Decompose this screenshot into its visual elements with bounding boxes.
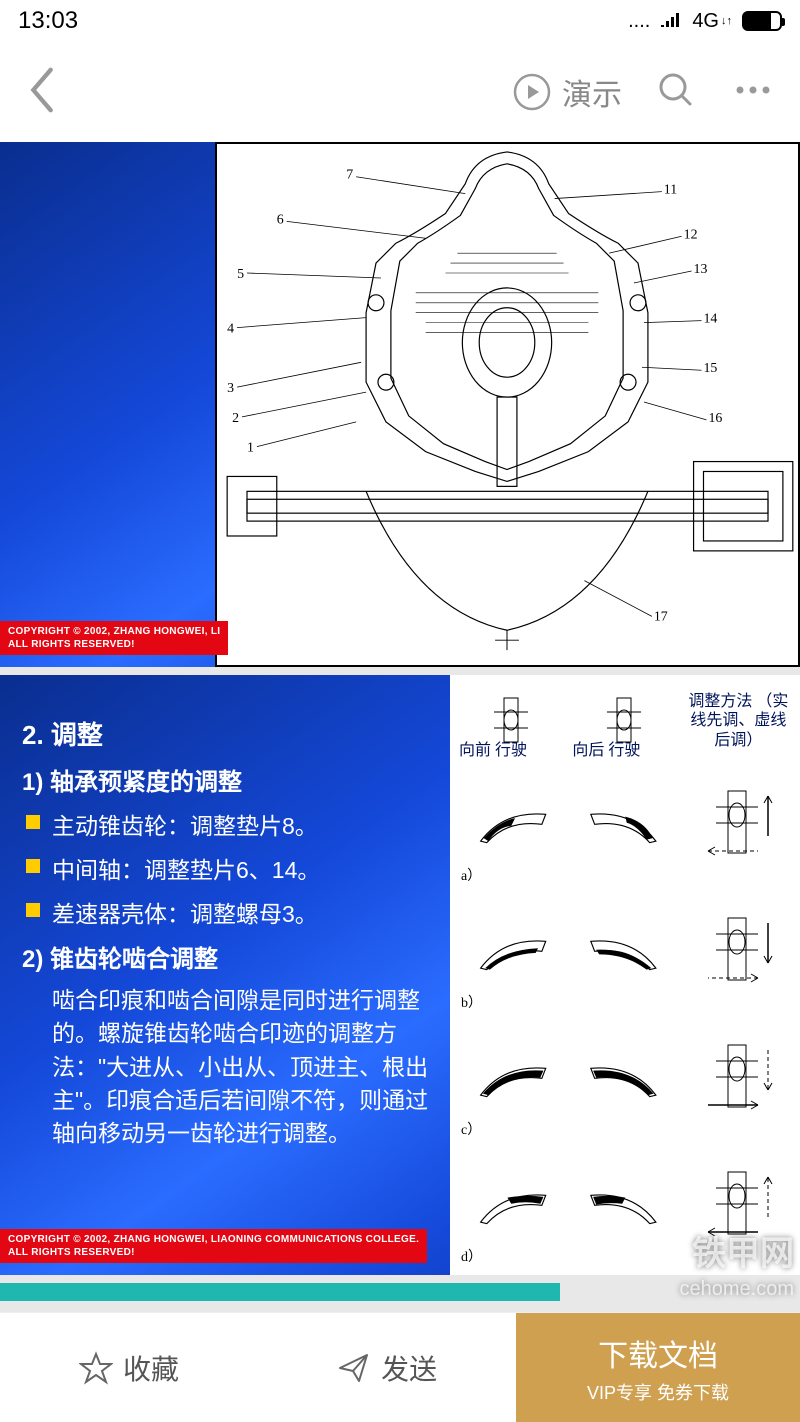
diagram-header: 向前 行驶 (456, 681, 567, 761)
bullet-item: 差速器壳体：调整螺母3。 (22, 895, 440, 929)
copyright-line2: ALL RIGHTS RESERVED! (8, 1246, 419, 1259)
bullet-item: 中间轴：调整垫片6、14。 (22, 851, 440, 885)
gear-pattern-cell (569, 763, 680, 888)
svg-text:4: 4 (227, 322, 234, 337)
svg-text:15: 15 (703, 361, 717, 376)
gear-contact-diagram: 向前 行驶 向后 行驶 调整方法 （实线先调、虚线后调） a） (450, 675, 800, 1275)
adjustment-method-cell (683, 1017, 794, 1142)
svg-text:16: 16 (708, 411, 722, 426)
dots-indicator: .... (628, 10, 650, 33)
bottom-nav: 收藏 发送 下载文档 VIP专享 免券下载 (0, 1312, 800, 1422)
svg-text:13: 13 (694, 262, 708, 277)
gear-pattern-cell (569, 1144, 680, 1269)
copyright-line1: COPYRIGHT © 2002, ZHANG HONGWEI, LI (8, 625, 220, 638)
gear-pattern-cell: a） (456, 763, 567, 888)
header-label-3: 调整方法 （实线先调、虚线后调） (684, 692, 793, 750)
svg-text:11: 11 (664, 183, 677, 198)
row-label: c） (461, 1119, 481, 1139)
download-label: 下载文档 (598, 1331, 718, 1375)
play-label: 演示 (562, 70, 622, 114)
back-button[interactable] (24, 64, 60, 121)
bullet-item: 主动锥齿轮：调整垫片8。 (22, 807, 440, 841)
app-toolbar: 演示 (0, 42, 800, 142)
slide-2: 2. 调整 1) 轴承预紧度的调整 主动锥齿轮：调整垫片8。 中间轴：调整垫片6… (0, 675, 800, 1275)
play-button[interactable]: 演示 (512, 70, 622, 114)
status-right: .... 4G ↓↑ (628, 9, 782, 33)
gear-pattern-cell: b） (456, 890, 567, 1015)
gear-pattern-cell: c） (456, 1017, 567, 1142)
status-bar: 13:03 .... 4G ↓↑ (0, 0, 800, 42)
diagram-header: 向后 行驶 (569, 681, 680, 761)
progress-bar (0, 1283, 560, 1301)
copyright-notice: COPYRIGHT © 2002, ZHANG HONGWEI, LIAONIN… (0, 1229, 427, 1263)
heading-adjustment: 2. 调整 (22, 715, 440, 752)
diagram-header: 调整方法 （实线先调、虚线后调） (683, 681, 794, 761)
send-label: 发送 (381, 1348, 437, 1388)
favorite-label: 收藏 (123, 1348, 179, 1388)
gear-pattern-cell: d） (456, 1144, 567, 1269)
adjustment-method-cell (683, 890, 794, 1015)
svg-text:5: 5 (237, 267, 244, 282)
download-button[interactable]: 下载文档 VIP专享 免券下载 (516, 1313, 800, 1422)
bullet-icon (26, 859, 40, 873)
favorite-button[interactable]: 收藏 (0, 1313, 258, 1422)
row-label: a） (461, 865, 481, 885)
copyright-line1: COPYRIGHT © 2002, ZHANG HONGWEI, LIAONIN… (8, 1233, 419, 1246)
search-button[interactable] (656, 70, 696, 115)
subheading-2: 2) 锥齿轮啮合调整 (22, 939, 440, 974)
network-label: 4G (692, 10, 719, 33)
row-label: b） (461, 992, 482, 1012)
copyright-line2: ALL RIGHTS RESERVED! (8, 638, 220, 651)
svg-text:1: 1 (247, 441, 254, 456)
subheading-1: 1) 轴承预紧度的调整 (22, 762, 440, 797)
bullet-text: 中间轴：调整垫片6、14。 (52, 851, 320, 885)
slide-1: 1 2 3 4 5 6 7 11 12 13 14 15 16 17 (0, 142, 800, 667)
signal-icon (660, 9, 682, 33)
header-label-2: 向后 行驶 (572, 741, 640, 760)
svg-text:12: 12 (684, 227, 698, 242)
bullet-text: 差速器壳体：调整螺母3。 (52, 895, 318, 929)
bullet-icon (26, 903, 40, 917)
bullet-text: 主动锥齿轮：调整垫片8。 (52, 807, 318, 841)
svg-text:14: 14 (703, 312, 717, 327)
document-content[interactable]: 1 2 3 4 5 6 7 11 12 13 14 15 16 17 (0, 142, 800, 1312)
download-sublabel: VIP专享 免券下载 (587, 1379, 729, 1405)
adjustment-method-cell (683, 1144, 794, 1269)
mechanical-diagram: 1 2 3 4 5 6 7 11 12 13 14 15 16 17 (215, 142, 800, 667)
adjustment-method-cell (683, 763, 794, 888)
paragraph-text: 啮合印痕和啮合间隙是同时进行调整的。螺旋锥齿轮啮合印迹的调整方法："大进从、小出… (22, 984, 440, 1151)
copyright-notice: COPYRIGHT © 2002, ZHANG HONGWEI, LI ALL … (0, 621, 228, 655)
svg-text:6: 6 (277, 212, 284, 227)
slide-2-text: 2. 调整 1) 轴承预紧度的调整 主动锥齿轮：调整垫片8。 中间轴：调整垫片6… (0, 675, 450, 1275)
gear-pattern-cell (569, 1017, 680, 1142)
status-time: 13:03 (18, 7, 78, 35)
svg-text:17: 17 (654, 609, 668, 624)
svg-text:3: 3 (227, 381, 234, 396)
send-button[interactable]: 发送 (258, 1313, 516, 1422)
bullet-icon (26, 815, 40, 829)
battery-icon (742, 11, 782, 31)
svg-text:7: 7 (346, 168, 353, 183)
gear-pattern-cell (569, 890, 680, 1015)
header-label-1: 向前 行驶 (459, 741, 527, 760)
more-button[interactable] (730, 70, 776, 115)
row-label: d） (461, 1246, 482, 1266)
svg-text:2: 2 (232, 411, 239, 426)
